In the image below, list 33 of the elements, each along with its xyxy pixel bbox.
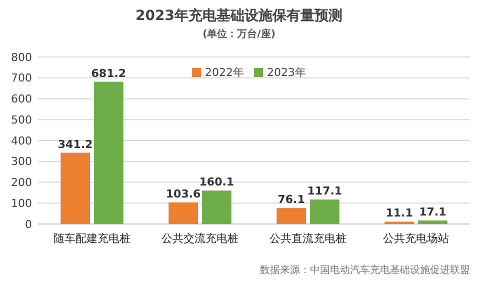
data-label: 160.1	[199, 176, 234, 189]
legend-label: 2022年	[205, 66, 244, 79]
chart-title: 2023年充电基础设施保有量预测	[136, 7, 342, 24]
y-tick-label: 400	[11, 134, 32, 148]
x-tick-label: 公共充电场站	[383, 232, 449, 245]
data-label: 11.1	[386, 206, 413, 220]
data-label: 76.1	[278, 193, 305, 206]
bar	[276, 208, 306, 224]
y-tick-label: 300	[11, 155, 32, 168]
chart-subtitle: (单位：万台/座)	[202, 28, 276, 40]
y-tick-label: 600	[11, 92, 32, 106]
bar	[202, 190, 232, 224]
data-label: 103.6	[166, 187, 202, 200]
source-note: 数据来源：中国电动汽车充电基础设施促进联盟	[260, 264, 470, 276]
data-label: 681.2	[91, 66, 126, 80]
data-label: 17.1	[419, 205, 446, 218]
legend-label: 2023年	[267, 66, 306, 79]
y-tick-label: 500	[11, 113, 32, 126]
data-label: 117.1	[307, 184, 342, 198]
y-tick-label: 800	[11, 50, 32, 64]
bar	[418, 220, 448, 224]
bar	[94, 82, 124, 224]
x-tick-label: 公共交流充电桩	[162, 232, 238, 245]
data-label: 341.2	[58, 138, 93, 151]
bar	[60, 152, 90, 224]
y-tick-label: 700	[11, 72, 32, 85]
y-tick-label: 0	[25, 218, 32, 231]
y-tick-label: 200	[11, 176, 32, 190]
y-tick-label: 100	[11, 196, 32, 210]
x-tick-label: 公共直流充电桩	[270, 232, 346, 245]
bar	[168, 202, 198, 224]
x-tick-label: 随车配建充电桩	[54, 232, 130, 245]
bar	[310, 200, 340, 224]
